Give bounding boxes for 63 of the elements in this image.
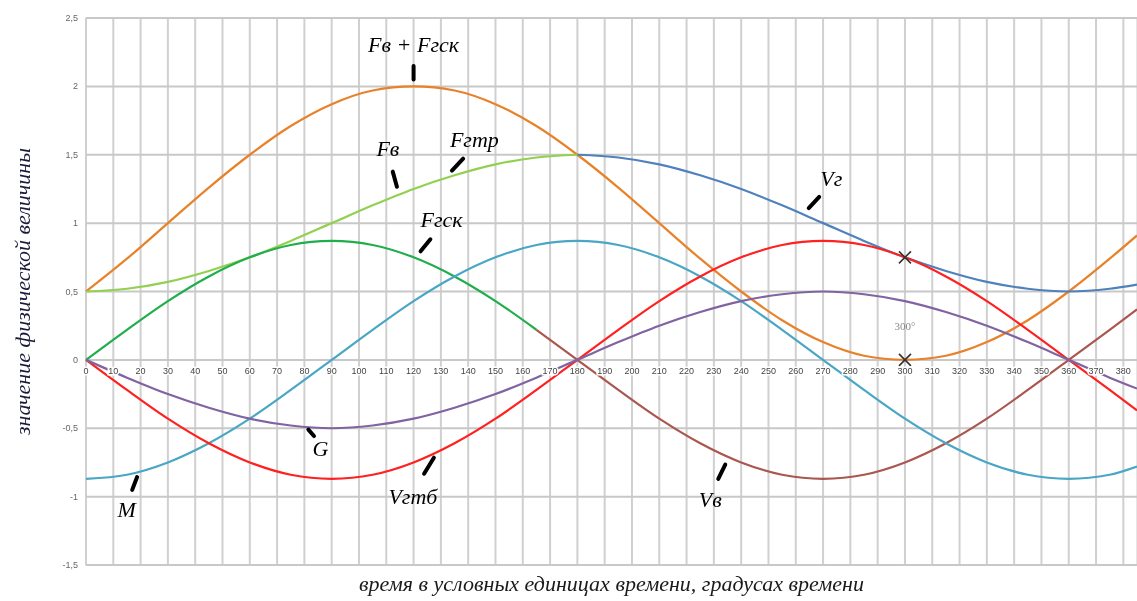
y-tick-label: 0 [72,354,78,365]
x-tick-label: 100 [351,365,367,376]
x-tick-label: 210 [651,365,667,376]
line-series [576,153,1137,293]
y-tick-label: -1,5 [62,560,78,570]
series-label: Vгтб [388,483,439,509]
y-tick-label: -0,5 [62,423,78,434]
line-series [84,85,1137,361]
y-tick-label: 2,5 [65,13,78,23]
x-tick-label: 90 [326,365,337,376]
x-tick-label: 150 [487,365,503,376]
line-series [84,239,538,361]
series-label: Fв [375,136,400,162]
y-axis-title: значение физической величины [10,147,35,437]
x-tick-label: 240 [733,365,749,376]
annotation: 300° [894,319,916,332]
x-tick-label: 70 [272,365,283,376]
line-series [84,290,1137,430]
x-tick-label: 320 [952,365,968,376]
line-series [84,239,1137,480]
x-tick-label: 40 [190,365,201,376]
x-tick-label: 350 [1033,365,1049,376]
x-tick-label: 120 [406,365,422,376]
series-label: Vг [820,165,843,191]
x-tick-label: 260 [788,365,804,376]
x-tick-label: 80 [299,365,310,376]
x-tick-label: 200 [624,365,640,376]
x-tick-label: 290 [870,365,886,376]
series-label: G [312,436,329,462]
x-tick-label: 360 [1061,365,1077,376]
x-tick-label: 280 [842,365,858,376]
x-tick-label: 180 [569,365,585,376]
y-tick-label: -1 [69,491,78,502]
x-tick-label: 0 [83,365,89,376]
x-tick-label: 50 [217,365,228,376]
x-tick-label: 230 [706,365,722,376]
y-tick-label: 2 [72,81,78,92]
x-tick-label: 60 [244,365,255,376]
x-tick-label: 110 [379,365,394,376]
x-tick-label: 220 [679,365,695,376]
series-label: Fгск [419,207,464,233]
y-tick-label: 1,5 [65,149,78,160]
y-tick-label: 0,5 [65,286,78,297]
series-label: Vв [698,487,723,513]
x-tick-label: 300 [897,365,913,376]
x-tick-label: 250 [760,365,776,376]
annotation: Fгтр [448,126,499,152]
x-tick-label: 130 [433,365,449,376]
x-tick-label: 270 [815,365,831,376]
x-tick-label: 330 [979,365,995,376]
line-series [535,308,1137,480]
x-tick-label: 140 [460,365,476,376]
series-label: Fв + Fгск [367,32,460,58]
x-tick-label: 340 [1006,365,1022,376]
x-tick-label: 20 [135,365,146,376]
x-tick-label: 160 [515,365,531,376]
x-tick-label: 380 [1115,365,1131,376]
series-label: M [116,496,138,522]
x-axis-title: время в условных единицах времени, градусах времени [358,571,865,596]
x-tick-label: 30 [162,365,173,376]
x-tick-label: 190 [597,365,613,376]
y-tick-label: 1 [72,218,78,229]
x-tick-label: 310 [924,365,940,376]
